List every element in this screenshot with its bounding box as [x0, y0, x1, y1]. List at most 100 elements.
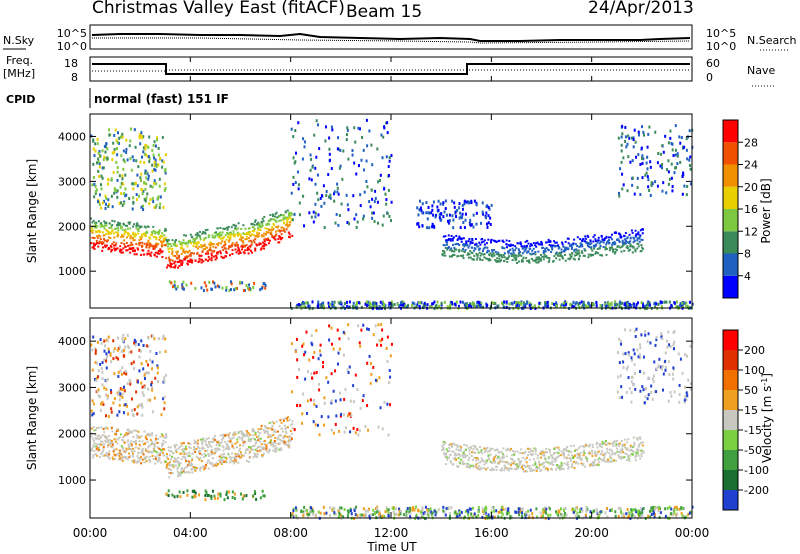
power-echo [222, 236, 225, 239]
velocity-echo [187, 470, 190, 473]
power-echo-evening [555, 245, 558, 248]
velocity-echo [248, 439, 251, 442]
velocity-echo-evening [512, 462, 515, 465]
velocity-echo-evening [592, 464, 595, 467]
velocity-echo-evening [566, 457, 569, 460]
velocity-echo [240, 432, 243, 435]
power-echo-upper [151, 185, 154, 189]
power-echo [227, 232, 230, 235]
power-echo-late [628, 136, 631, 140]
power-echo [251, 225, 254, 228]
velocity-echo-evening [451, 445, 454, 448]
power-echo-evening [523, 250, 526, 253]
velocity-echo-evening [545, 467, 548, 470]
colorbar-tick-label: 20 [744, 181, 758, 194]
power-echo [106, 239, 109, 242]
power-echo [247, 252, 250, 255]
power-echo-sparse [376, 200, 379, 204]
velocity-echo-evening [615, 439, 618, 442]
power-echo-evening [450, 247, 453, 250]
power-ground-scatter [328, 304, 331, 308]
velocity-echo [177, 460, 180, 463]
power-echo [274, 238, 277, 241]
power-echo [151, 232, 154, 235]
velocity-echo-evening [515, 463, 518, 466]
power-echo-evening [449, 238, 452, 241]
power-echo-evening [497, 251, 500, 254]
velocity-echo [129, 442, 132, 445]
power-echo [187, 255, 190, 258]
velocity-echo [221, 445, 224, 448]
velocity-echo [255, 453, 258, 456]
power-echo-upper [140, 134, 143, 138]
velocity-echo-evening [547, 456, 550, 459]
power-ground-scatter [401, 300, 404, 304]
velocity-echo-upper [142, 393, 145, 397]
velocity-echo-late [627, 353, 630, 357]
velocity-echo-upper [150, 334, 153, 338]
power-ground-scatter [569, 302, 572, 306]
power-echo-evening [521, 259, 524, 262]
power-echo-upper [159, 195, 162, 199]
velocity-echo-sparse [347, 323, 350, 327]
velocity-echo [149, 451, 152, 454]
velocity-echo [182, 470, 185, 473]
power-echo-evening [549, 240, 552, 243]
power-echo-sparse [380, 133, 383, 137]
velocity-echo-evening [472, 466, 475, 469]
power-echo-evening [570, 243, 573, 246]
velocity-echo [257, 445, 260, 448]
power-echo-evening-upper [481, 201, 484, 205]
velocity-echo [270, 443, 273, 446]
velocity-echo [188, 462, 191, 465]
power-echo-evening [551, 248, 554, 251]
power-echo [282, 214, 285, 217]
power-echo [117, 221, 120, 224]
power-echo-sparse [303, 145, 306, 149]
velocity-echo [215, 447, 218, 450]
power-echo-evening [589, 254, 592, 257]
velocity-echo-evening [558, 465, 561, 468]
power-echo-evening [579, 242, 582, 245]
power-echo-evening [524, 240, 527, 243]
power-echo-sparse [327, 173, 330, 177]
velocity-echo-evening [529, 447, 532, 450]
power-echo [117, 234, 120, 237]
power-ground-scatter [599, 304, 602, 308]
power-echo-upper [129, 139, 132, 143]
velocity-echo [237, 455, 240, 458]
velocity-echo [159, 435, 162, 438]
velocity-echo-upper [126, 404, 129, 408]
power-echo-sparse [310, 215, 313, 219]
power-ground-scatter [436, 300, 439, 304]
velocity-echo [277, 434, 280, 437]
power-echo-upper [138, 136, 141, 140]
velocity-echo [263, 447, 266, 450]
velocity-echo-sparse [323, 423, 326, 427]
velocity-echo-sparse [352, 400, 355, 404]
power-echo [250, 243, 253, 246]
velocity-echo [117, 428, 120, 431]
power-echo-evening [463, 245, 466, 248]
power-echo [180, 262, 183, 265]
power-ground-scatter [369, 302, 372, 306]
velocity-echo [105, 454, 108, 457]
power-echo-evening [558, 258, 561, 261]
velocity-echo-sparse [334, 369, 337, 373]
power-echo-sparse [314, 215, 317, 219]
power-echo-upper [121, 203, 124, 207]
power-echo [225, 226, 228, 229]
velocity-echo-evening [584, 444, 587, 447]
power-echo-upper [94, 185, 97, 189]
velocity-echo-evening [485, 447, 488, 450]
power-echo-low [170, 281, 173, 285]
power-echo [147, 240, 150, 243]
velocity-echo-late [651, 377, 654, 381]
velocity-echo-evening [635, 451, 638, 454]
power-echo-evening-upper [452, 226, 455, 230]
power-echo-evening [609, 236, 612, 239]
power-ground-scatter [503, 300, 506, 304]
power-echo [120, 248, 123, 251]
velocity-echo [199, 456, 202, 459]
